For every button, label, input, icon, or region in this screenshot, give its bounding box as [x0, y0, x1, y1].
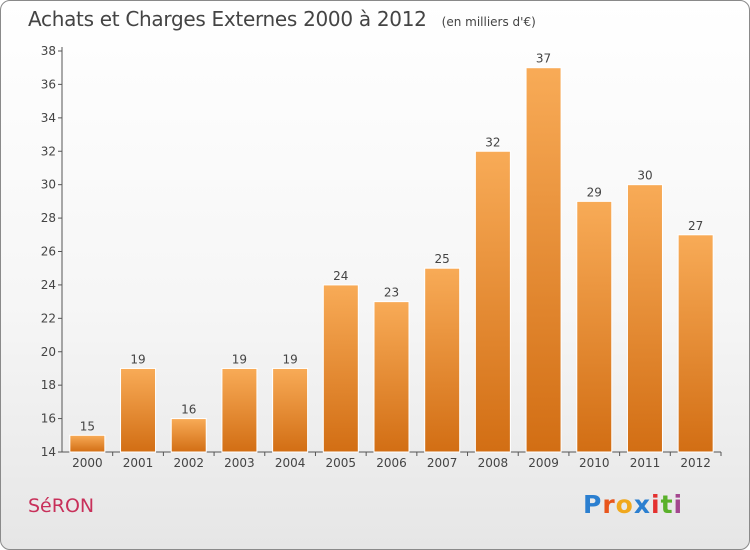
data-label-2011: 30: [637, 169, 652, 183]
bar-2002: [170, 418, 207, 453]
data-label-2004: 19: [282, 352, 297, 366]
x-tick-label-2002: 2002: [173, 456, 204, 470]
data-label-2010: 29: [587, 185, 602, 199]
logo-letter: P: [583, 490, 603, 519]
chart-title-block: Achats et Charges Externes 2000 à 2012 (…: [28, 7, 536, 31]
chart-axes: 14 16 18 20 22 24 26 28 30 32 34 36 38 2000 2001 2002 20…: [41, 44, 722, 470]
data-label-2001: 19: [130, 352, 145, 366]
data-label-2012: 27: [688, 219, 703, 233]
y-tick-label: 14: [41, 445, 56, 459]
y-tick-label: 28: [41, 211, 56, 225]
logo-letter: i: [651, 490, 661, 519]
x-tick-label-2006: 2006: [376, 456, 407, 470]
data-label-2008: 32: [485, 135, 500, 149]
x-tick-label-2008: 2008: [478, 456, 509, 470]
data-label-2002: 16: [181, 403, 196, 417]
x-tick-label-2004: 2004: [275, 456, 306, 470]
x-tick-label-2011: 2011: [630, 456, 661, 470]
data-label-2000: 15: [80, 419, 95, 433]
y-tick-label: 16: [41, 412, 56, 426]
bar-2006: [373, 301, 410, 453]
bar-2007: [424, 267, 461, 453]
y-tick-label: 38: [41, 44, 56, 58]
bar-2008: [474, 150, 511, 453]
y-tick-label: 32: [41, 144, 56, 158]
logo-letter: x: [633, 490, 651, 519]
bar-2004: [272, 367, 309, 453]
x-tick-label-2003: 2003: [224, 456, 255, 470]
y-tick-label: 22: [41, 311, 56, 325]
data-label-2003: 19: [232, 352, 247, 366]
x-tick-label-2012: 2012: [680, 456, 711, 470]
y-tick-label: 24: [41, 278, 56, 292]
logo-letter: t: [660, 490, 674, 519]
x-tick-label-2007: 2007: [427, 456, 458, 470]
commune-name: SéRON: [28, 495, 95, 517]
bar-2009: [525, 67, 562, 453]
x-tick-label-2010: 2010: [579, 456, 610, 470]
x-tick-label-2005: 2005: [326, 456, 357, 470]
logo-letter: o: [615, 490, 634, 519]
data-label-2006: 23: [384, 286, 399, 300]
data-label-2005: 24: [333, 269, 348, 283]
bar-2005: [322, 284, 359, 453]
chart-title: Achats et Charges Externes 2000 à 2012: [28, 7, 427, 31]
y-tick-label: 34: [41, 111, 56, 125]
logo-letter: i: [673, 490, 684, 519]
data-label-2007: 25: [435, 252, 450, 266]
data-label-2009: 37: [536, 52, 551, 66]
bar-2001: [120, 367, 157, 453]
x-tick-label-2000: 2000: [72, 456, 103, 470]
x-tick-label-2001: 2001: [123, 456, 154, 470]
bar-2010: [576, 200, 613, 453]
chart-unit: (en milliers d'€): [441, 15, 536, 29]
bar-2012: [677, 234, 714, 453]
y-tick-label: 18: [41, 378, 56, 392]
bar-2011: [626, 184, 663, 453]
chart-bars: 15 19 16 19 19 24 23 25 32 37 29 30 27: [69, 52, 714, 453]
y-tick-label: 30: [41, 178, 56, 192]
y-tick-label: 36: [41, 77, 56, 91]
logo-letter: r: [602, 490, 616, 519]
bar-2003: [221, 367, 258, 453]
y-tick-label: 20: [41, 345, 56, 359]
proxiti-logo[interactable]: Proxiti: [583, 490, 683, 519]
bar-2000: [69, 434, 106, 453]
y-tick-label: 26: [41, 245, 56, 259]
x-tick-label-2009: 2009: [528, 456, 559, 470]
